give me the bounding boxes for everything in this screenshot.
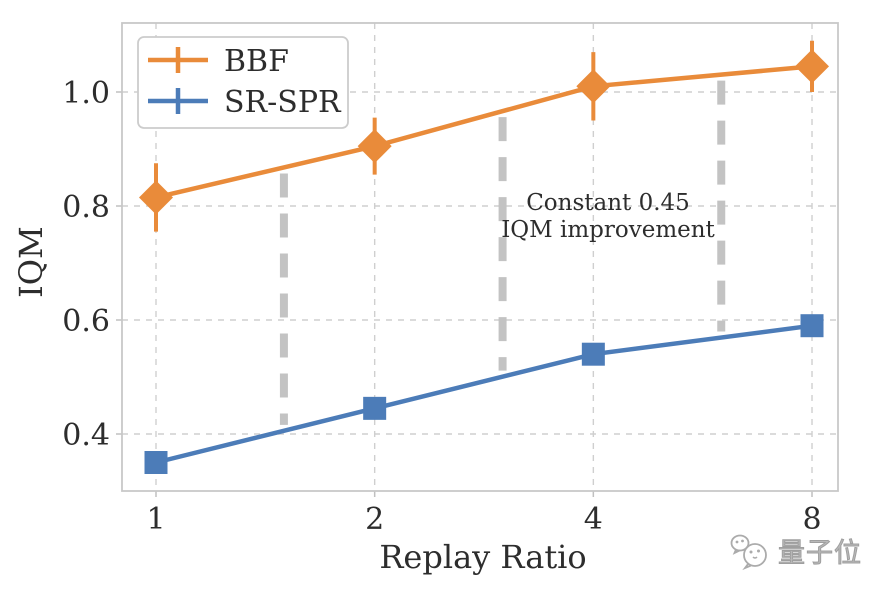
marker-diamond-BBF [795,49,830,84]
marker-square-SR-SPR [800,314,824,338]
qbitai-logo-icon [730,534,767,571]
marker-square-SR-SPR [144,451,168,474]
x-tick-label: 4 [584,502,603,537]
watermark-text: 量子位 [778,537,862,569]
marker-diamond-BBF [139,180,173,215]
x-tick-label: 8 [802,502,821,537]
x-axis-label: Replay Ratio [379,538,586,576]
marker-diamond-BBF [357,129,392,164]
watermark: 量子位 [730,534,862,572]
y-axis-label: IQM [12,226,50,298]
y-tick-label: 1.0 [62,76,110,111]
y-tick-label: 0.8 [62,190,110,225]
annotation-line-2: IQM improvement [501,217,715,243]
x-tick-label: 1 [146,502,165,537]
y-tick-label: 0.4 [62,418,110,453]
annotation-line-1: Constant 0.45 [526,190,690,216]
marker-square-SR-SPR [581,342,605,366]
y-tick-label: 0.6 [62,304,110,339]
plot-border [121,22,839,492]
marker-diamond-BBF [576,69,611,104]
series-line-SR-SPR [155,323,813,465]
series-line-BBF [155,64,813,200]
legend-label-BBF: BBF [224,44,289,79]
marker-square-SR-SPR [363,396,387,420]
x-tick-label: 2 [365,502,384,537]
legend-label-SR-SPR: SR-SPR [224,85,342,120]
